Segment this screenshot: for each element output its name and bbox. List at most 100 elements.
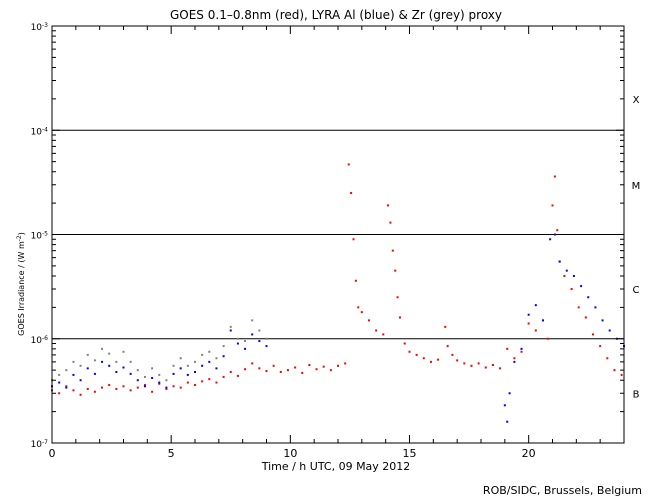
data-point bbox=[101, 386, 104, 389]
data-point bbox=[620, 373, 623, 376]
data-point bbox=[580, 285, 583, 288]
data-series bbox=[51, 163, 625, 423]
data-point bbox=[572, 274, 575, 277]
data-point bbox=[58, 392, 61, 395]
data-point bbox=[308, 364, 311, 367]
data-point bbox=[158, 381, 161, 384]
data-point bbox=[136, 369, 139, 372]
data-point bbox=[108, 352, 111, 355]
x-tick-label: 15 bbox=[403, 447, 417, 460]
data-point bbox=[129, 372, 132, 375]
data-point bbox=[394, 269, 397, 272]
data-point bbox=[194, 360, 196, 363]
data-point bbox=[179, 386, 182, 389]
data-point bbox=[265, 337, 268, 340]
data-point bbox=[151, 377, 154, 380]
data-point bbox=[251, 319, 254, 322]
data-point bbox=[208, 350, 211, 353]
data-point bbox=[570, 288, 573, 291]
data-point bbox=[201, 353, 204, 356]
data-point bbox=[236, 342, 239, 345]
data-point bbox=[86, 353, 89, 356]
data-point bbox=[215, 367, 218, 370]
data-point bbox=[265, 370, 268, 373]
data-point bbox=[65, 385, 68, 388]
data-point bbox=[527, 313, 530, 316]
data-point bbox=[93, 372, 96, 375]
data-point bbox=[357, 306, 360, 309]
data-point bbox=[143, 375, 146, 378]
data-point bbox=[456, 359, 459, 362]
data-point bbox=[172, 364, 175, 367]
credit-text: ROB/SIDC, Brussels, Belgium bbox=[483, 484, 642, 497]
data-point bbox=[79, 364, 82, 367]
axes: 0 5 10 15 20 10-7 10-6 10-5 10-4 10-3 bbox=[31, 22, 625, 460]
data-point bbox=[553, 175, 556, 178]
data-point bbox=[584, 316, 587, 319]
data-point bbox=[194, 370, 196, 373]
x-tick-label: 10 bbox=[283, 447, 297, 460]
data-point bbox=[244, 340, 247, 343]
data-point bbox=[408, 350, 411, 353]
data-point bbox=[222, 345, 225, 348]
data-point bbox=[179, 357, 182, 360]
data-point bbox=[58, 381, 61, 384]
data-point bbox=[165, 379, 168, 382]
data-point bbox=[265, 345, 268, 348]
data-point bbox=[347, 163, 350, 166]
data-point bbox=[115, 360, 118, 363]
data-point bbox=[194, 384, 196, 387]
data-point bbox=[527, 322, 530, 325]
data-point bbox=[79, 379, 82, 382]
data-point bbox=[72, 373, 75, 376]
data-point bbox=[129, 360, 132, 363]
data-point bbox=[101, 347, 104, 350]
data-point bbox=[484, 366, 487, 369]
data-point bbox=[506, 347, 509, 350]
data-point bbox=[93, 359, 96, 362]
data-point bbox=[534, 329, 537, 332]
flare-threshold-lines bbox=[52, 129, 624, 340]
data-point bbox=[558, 260, 561, 263]
data-point bbox=[613, 369, 616, 372]
data-point bbox=[315, 368, 318, 371]
data-point bbox=[151, 367, 154, 370]
data-point bbox=[608, 329, 611, 332]
y-tick-label: 10-6 bbox=[31, 334, 49, 346]
x-tick-label: 0 bbox=[49, 447, 56, 460]
series-0 bbox=[51, 163, 623, 396]
data-point bbox=[179, 367, 182, 370]
data-point bbox=[79, 393, 82, 396]
data-point bbox=[108, 384, 111, 387]
data-point bbox=[354, 279, 357, 282]
data-point bbox=[86, 387, 89, 390]
data-point bbox=[344, 362, 347, 365]
data-point bbox=[143, 384, 146, 387]
flare-class-m: M bbox=[632, 181, 641, 192]
data-point bbox=[172, 372, 175, 375]
y-tick-label: 10-4 bbox=[31, 126, 49, 138]
series-2 bbox=[51, 319, 268, 382]
data-point bbox=[367, 319, 370, 322]
y-axis-label-exp: -2 bbox=[16, 235, 23, 241]
data-point bbox=[143, 385, 146, 388]
data-point bbox=[236, 337, 239, 340]
data-point bbox=[136, 386, 139, 389]
data-point bbox=[553, 233, 556, 236]
data-point bbox=[136, 379, 139, 382]
data-point bbox=[101, 360, 104, 363]
data-point bbox=[215, 381, 218, 384]
data-point bbox=[229, 329, 232, 332]
y-axis-label-close: ) bbox=[17, 232, 26, 235]
data-point bbox=[258, 367, 261, 370]
data-point bbox=[201, 380, 204, 383]
data-point bbox=[158, 382, 161, 385]
data-point bbox=[65, 369, 68, 372]
data-point bbox=[396, 296, 399, 299]
data-point bbox=[322, 365, 325, 368]
flare-class-c: C bbox=[633, 285, 640, 296]
data-point bbox=[122, 350, 125, 353]
data-point bbox=[58, 373, 61, 376]
data-point bbox=[65, 386, 68, 389]
